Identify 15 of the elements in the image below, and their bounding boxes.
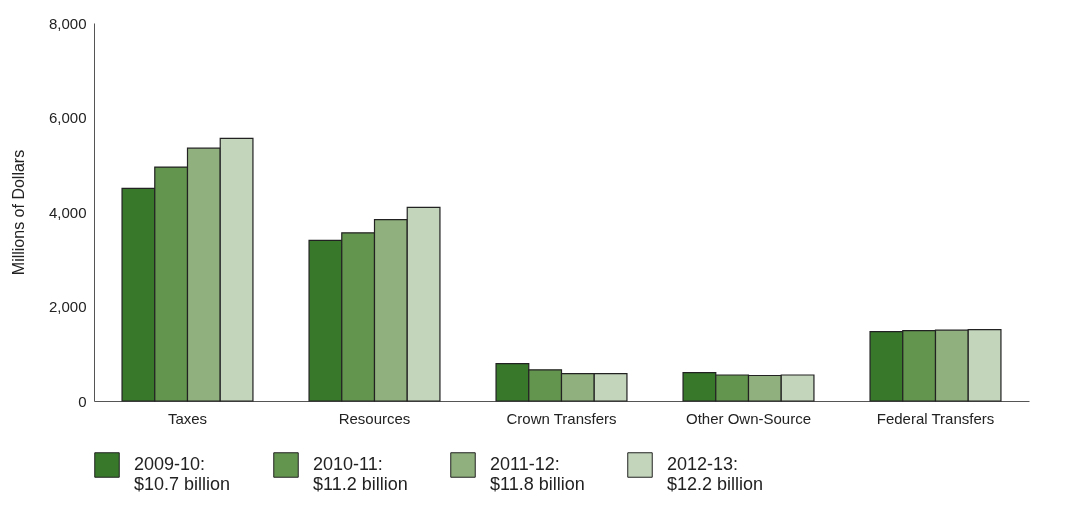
y-tick-label: 0 bbox=[78, 392, 87, 410]
x-tick-label: Resources bbox=[338, 409, 411, 427]
legend-label: 2009-10: $10.7 billion bbox=[134, 454, 231, 494]
x-tick-label: Taxes bbox=[167, 409, 208, 427]
x-tick-label: Crown Transfers bbox=[506, 409, 617, 427]
legend-label: 2010-11: $11.2 billion bbox=[313, 454, 408, 494]
y-tick-label: 6,000 bbox=[48, 109, 87, 126]
legend-label: 2011-12: $11.8 billion bbox=[490, 454, 585, 494]
y-tick-label: 2,000 bbox=[48, 298, 87, 315]
y-tick-label: 8,000 bbox=[48, 14, 87, 32]
legend-label: 2012-13: $12.2 billion bbox=[667, 454, 764, 494]
y-axis-title: Millions of Dollars bbox=[9, 149, 27, 276]
x-tick-label: Federal Transfers bbox=[876, 409, 995, 427]
x-tick-label: Other Own-Source bbox=[685, 409, 812, 427]
y-tick-label: 4,000 bbox=[48, 203, 87, 221]
